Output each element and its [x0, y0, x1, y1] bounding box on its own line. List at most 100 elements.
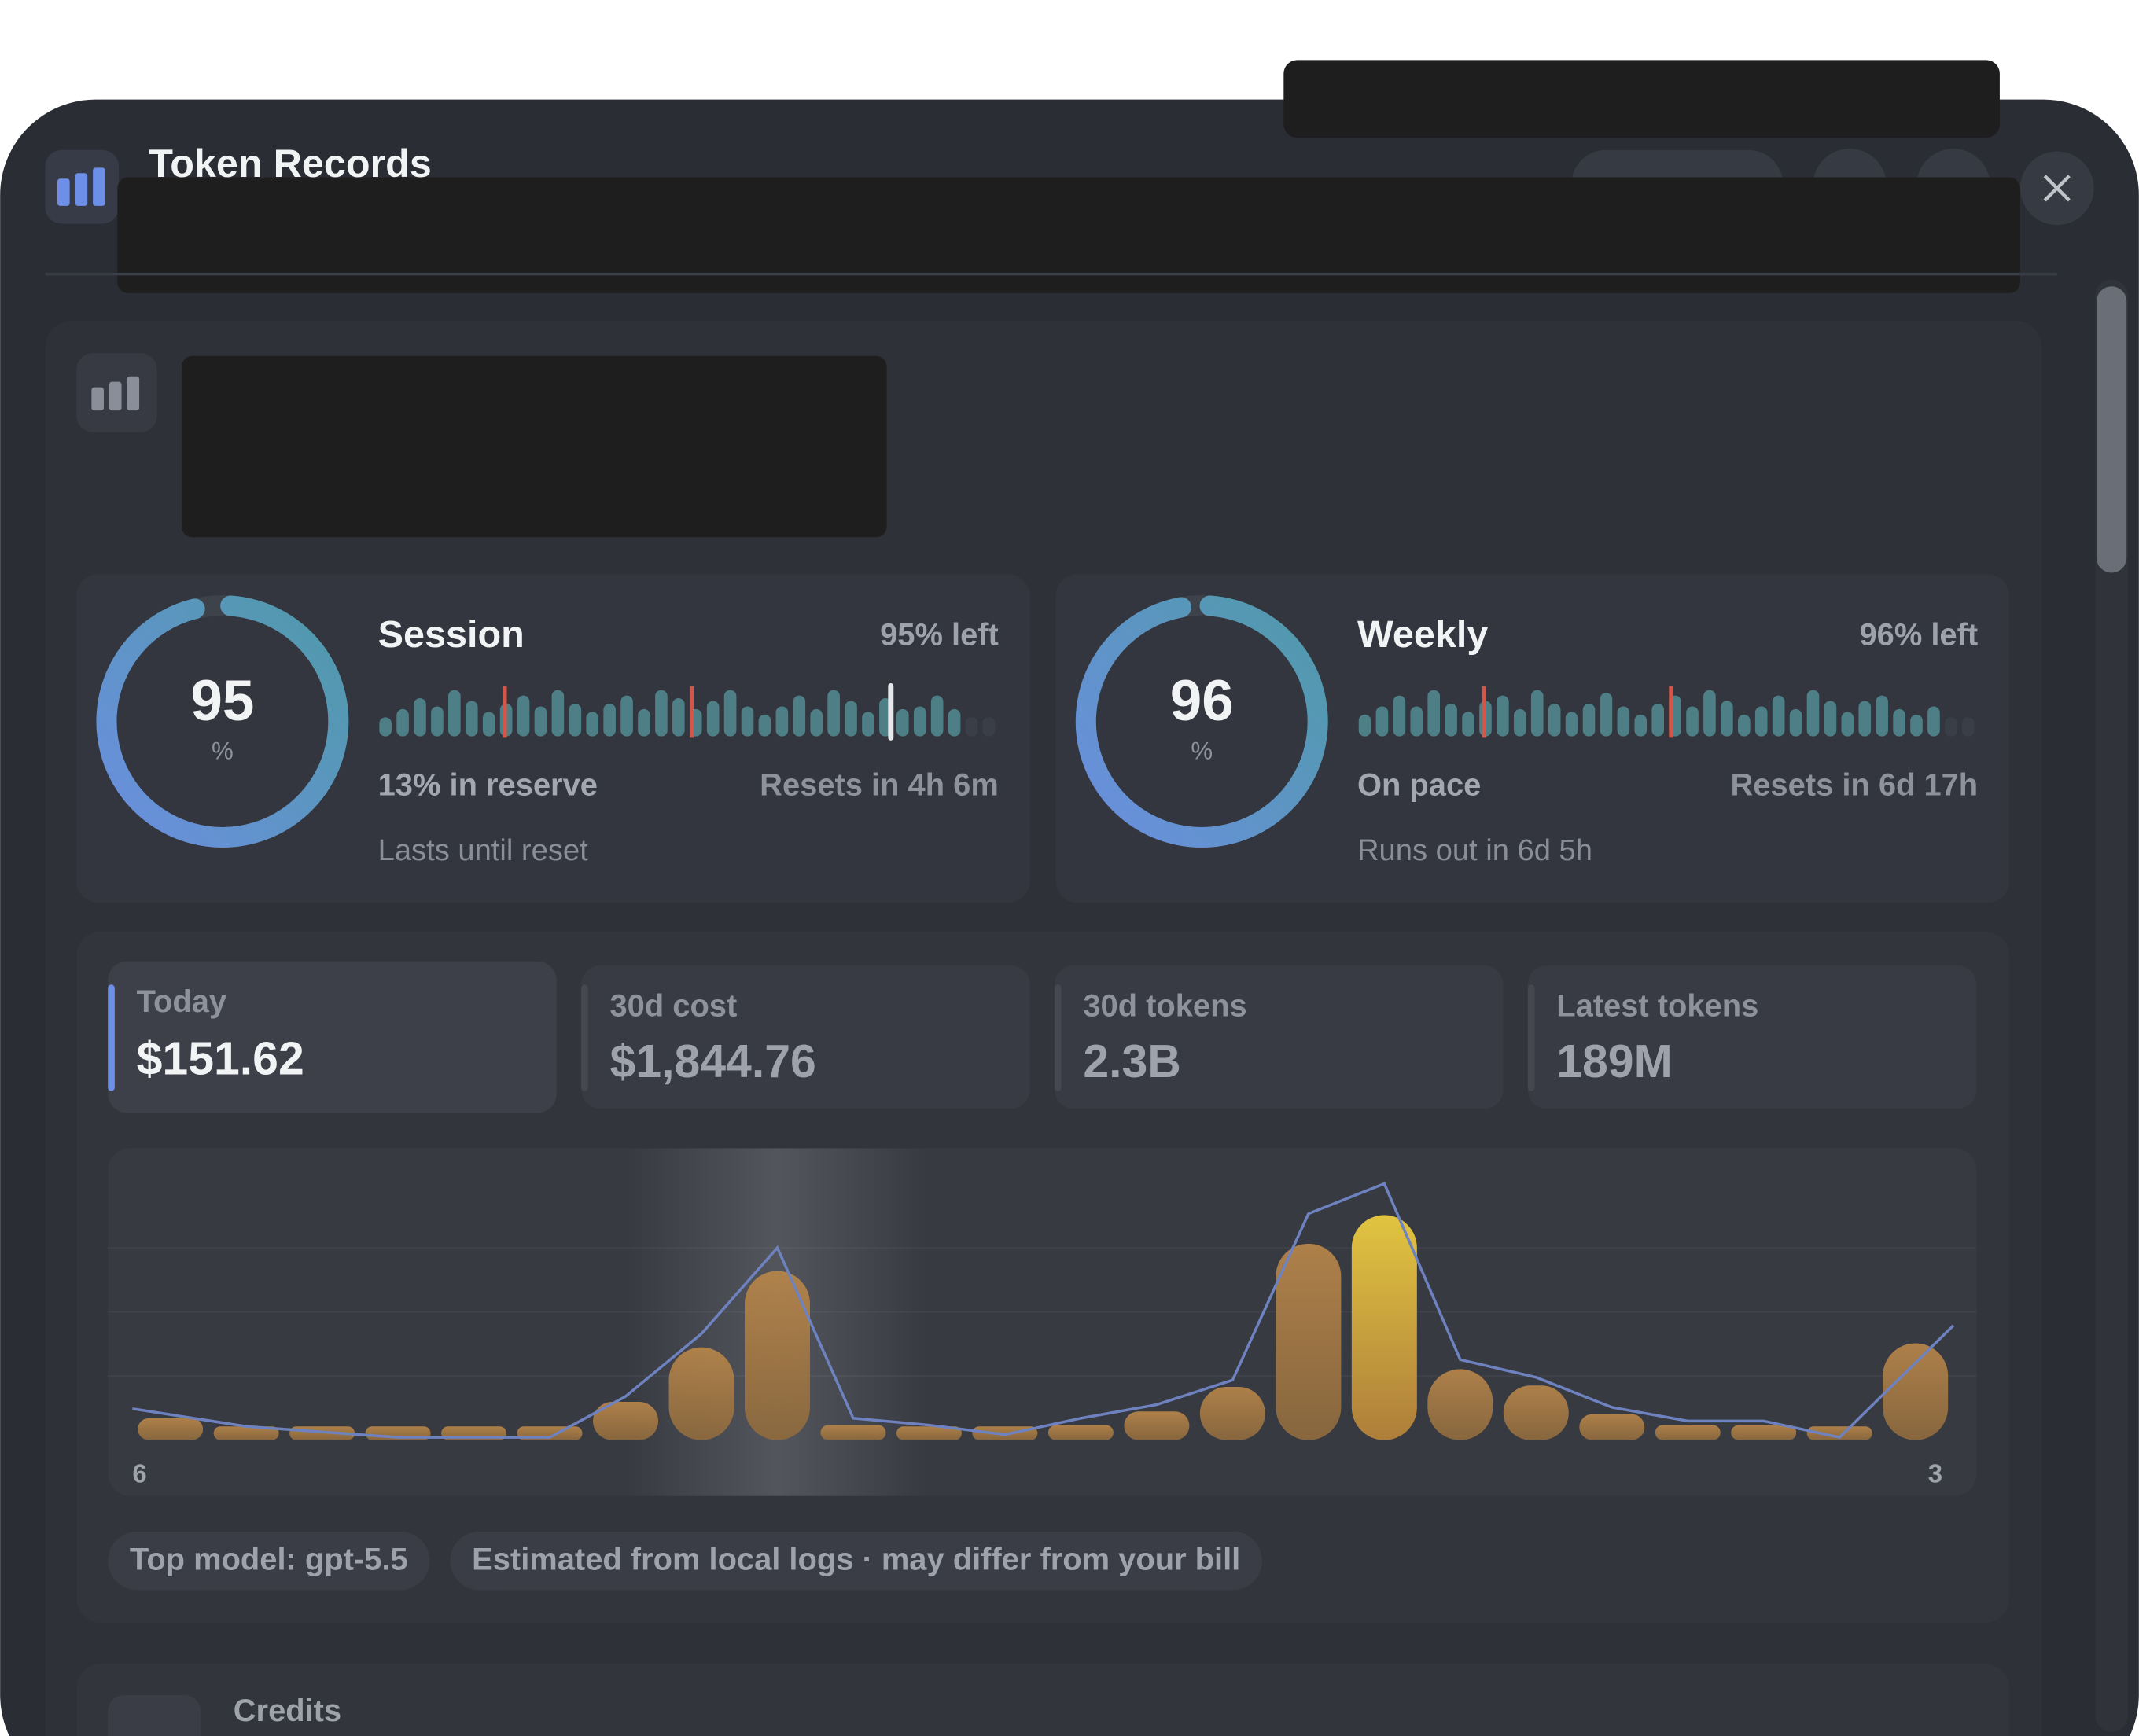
spark-bar [1462, 712, 1474, 737]
bar [668, 1347, 734, 1440]
spark-bar [793, 695, 806, 737]
spark-bar [896, 708, 909, 737]
x-tick-label: 3 [1928, 1458, 1942, 1488]
status: 13% in reserve [378, 767, 598, 802]
spark-bar [845, 701, 857, 737]
spark-bar [1393, 695, 1406, 737]
icon-bar [75, 173, 88, 206]
bar [1731, 1425, 1797, 1440]
bar [1047, 1425, 1114, 1440]
bar [1503, 1385, 1569, 1440]
spark-bar [913, 706, 926, 737]
bar [1579, 1414, 1645, 1440]
stat-label: Today [137, 984, 226, 1019]
bar [1655, 1425, 1721, 1440]
spark-bar [586, 712, 599, 737]
left-label: 95% left [880, 618, 999, 653]
note: Lasts until reset [378, 833, 589, 867]
bar [820, 1425, 886, 1440]
spark-bar [948, 708, 961, 737]
spark-bar [1703, 690, 1716, 737]
note: Runs out in 6d 5h [1357, 833, 1592, 867]
spark-bar [620, 695, 633, 737]
bar [1351, 1215, 1417, 1440]
bar [593, 1402, 659, 1440]
spark-bar [1858, 701, 1872, 737]
bar [213, 1426, 279, 1440]
status: On pace [1357, 767, 1481, 802]
spark-bar [1565, 712, 1578, 737]
spark-bar [758, 714, 771, 737]
spark-bar [396, 708, 409, 737]
spark-bar [862, 712, 874, 737]
icon-bar [91, 387, 104, 411]
ring-arc [96, 595, 349, 848]
redaction [181, 355, 887, 538]
spark-bar [482, 712, 495, 737]
spark-bar [1358, 714, 1371, 737]
icon-bar [93, 167, 105, 206]
spark-bar [741, 706, 754, 737]
spark-bar [1686, 706, 1699, 737]
spark-bar [1600, 693, 1613, 737]
spark-bar [414, 698, 426, 737]
spark-bar [672, 698, 685, 737]
spark-bar [1737, 714, 1751, 737]
spark-bar [431, 706, 444, 737]
spark-bar [1721, 701, 1733, 737]
bar [896, 1426, 962, 1440]
bar [1276, 1243, 1342, 1440]
stat-box [108, 961, 557, 1113]
stat-value: $1,844.76 [609, 1036, 815, 1087]
gauge-unit: % [1191, 737, 1213, 765]
spark-bar [1789, 708, 1802, 737]
chip [450, 1531, 1263, 1591]
spark-bar [551, 690, 565, 737]
chart-panel [108, 1148, 1977, 1496]
spark-bar [517, 695, 530, 737]
icon-bar [57, 178, 70, 206]
spark-bar [1806, 690, 1820, 737]
bar [1806, 1426, 1872, 1440]
stat-value: 189M [1556, 1036, 1673, 1087]
spark-bar [1876, 695, 1888, 737]
x-tick-label: 6 [132, 1458, 146, 1488]
marker [689, 686, 694, 738]
left-label: 96% left [1859, 618, 1978, 653]
stat-box [1527, 965, 1977, 1109]
icon-bar [109, 381, 122, 411]
gauge-unit: % [212, 737, 234, 765]
spark-bar [603, 703, 616, 737]
stat-label: 30d cost [609, 988, 737, 1023]
spark-bar [1927, 706, 1940, 737]
spark-bar [465, 701, 478, 737]
bar [1124, 1411, 1190, 1440]
spark-bar [1824, 701, 1837, 737]
bar [745, 1271, 810, 1440]
marker [503, 686, 507, 738]
marker [1669, 686, 1673, 738]
spark-bar [638, 708, 650, 737]
ring-arc [1075, 595, 1328, 848]
spark-placeholder [1945, 717, 1957, 737]
spark-bar [810, 708, 823, 737]
stat-accent [1054, 984, 1062, 1091]
spark-bar [1651, 703, 1664, 737]
trend-line [132, 1182, 1955, 1440]
icon-bar [127, 376, 140, 411]
spark-bar [1841, 712, 1854, 737]
spark-bar [706, 701, 720, 737]
chip-label: Top model: gpt-5.5 [130, 1543, 408, 1577]
spark-bar [534, 706, 547, 737]
stat-accent [108, 984, 115, 1091]
spark-bar [1617, 706, 1630, 737]
scroll-thumb[interactable] [2097, 286, 2127, 573]
card-title: Weekly [1357, 613, 1488, 656]
spark-bar [1893, 708, 1905, 737]
spark-bar [379, 717, 392, 737]
spark-placeholder [965, 717, 978, 737]
spark-bar [775, 706, 789, 737]
spark-bar [1634, 714, 1648, 737]
